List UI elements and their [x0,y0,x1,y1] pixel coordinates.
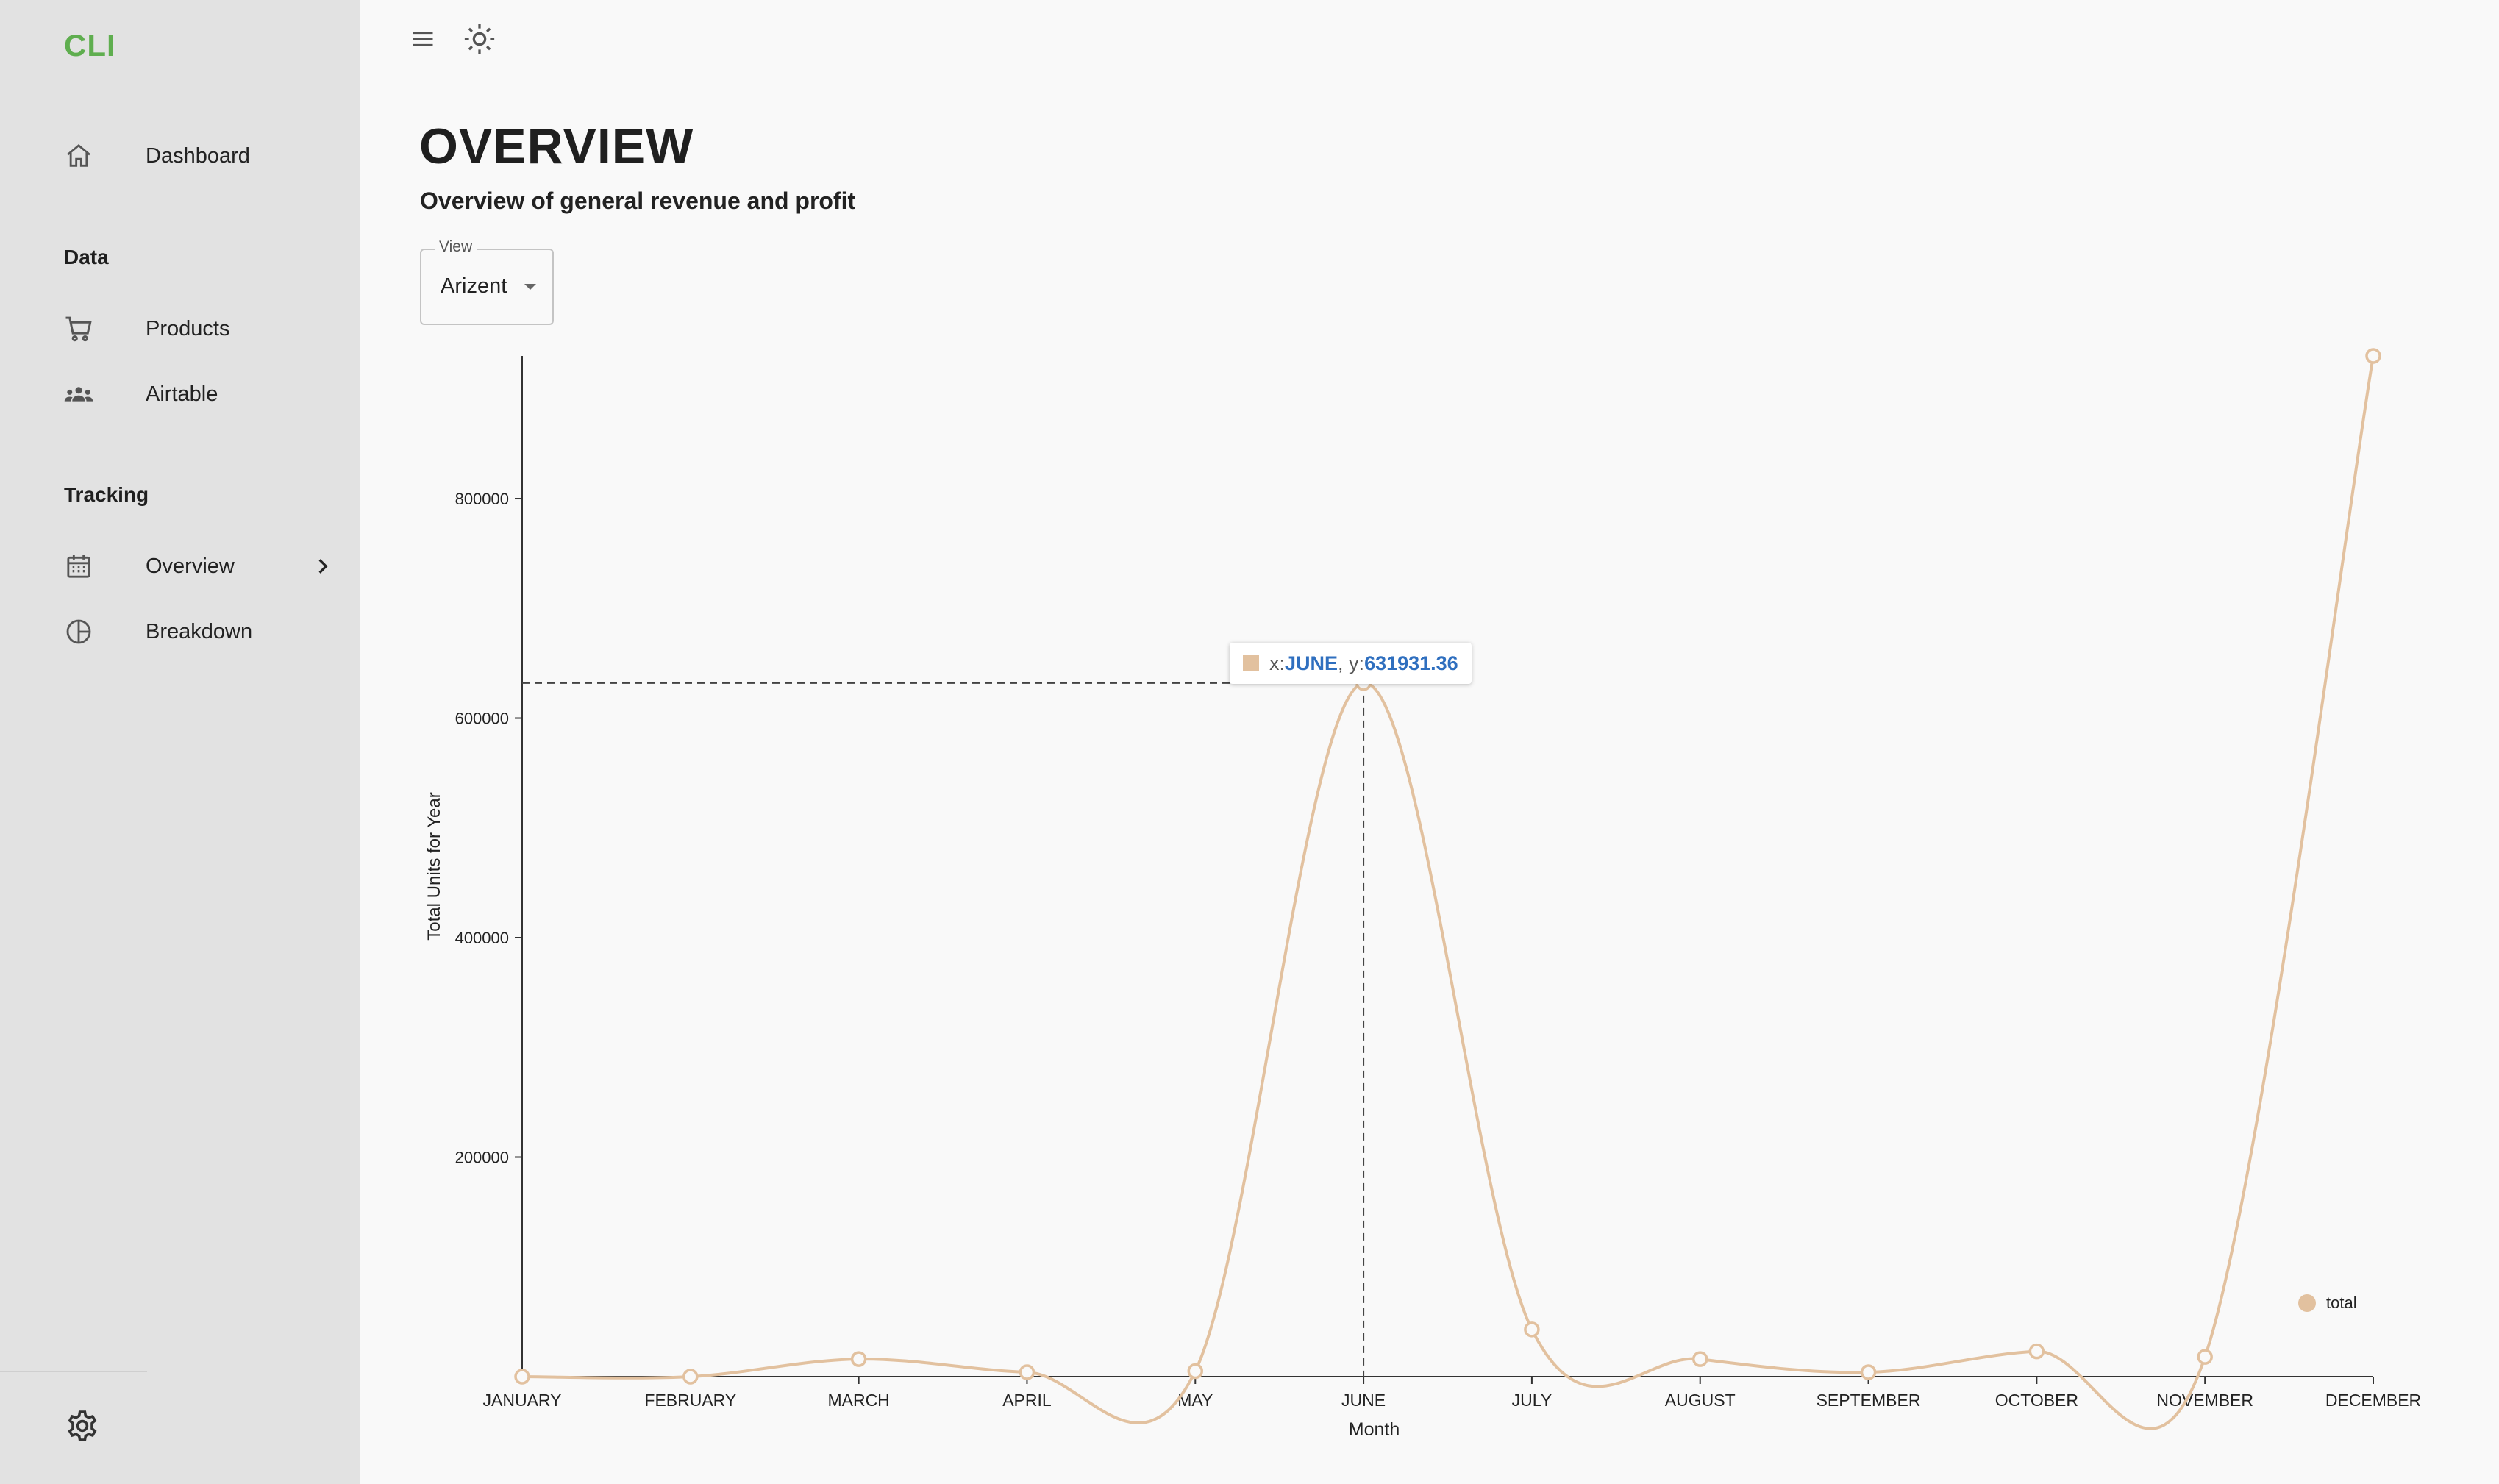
y-tick-label: 200000 [455,1149,509,1167]
data-point[interactable] [1019,1364,1035,1380]
x-tick-label: FEBRUARY [644,1391,736,1410]
groups-icon [63,379,94,410]
data-point[interactable] [1860,1364,1877,1380]
sun-icon [463,22,496,60]
menu-icon [410,26,436,56]
data-point[interactable] [1187,1363,1204,1380]
section-label-tracking: Tracking [64,483,149,506]
x-tick-label: OCTOBER [1995,1391,2078,1410]
tooltip-swatch [1243,655,1259,671]
sidebar-divider [0,1371,147,1372]
chevron-right-icon [313,557,332,576]
data-point[interactable] [514,1369,530,1385]
view-select-label: View [435,238,477,256]
data-point[interactable] [682,1369,699,1385]
tooltip-x-prefix: x: [1269,652,1286,674]
calendar-icon [63,551,94,582]
theme-toggle-button[interactable] [461,22,498,59]
data-point[interactable] [2365,348,2381,364]
menu-button[interactable] [404,22,441,59]
tooltip-separator: , y: [1338,652,1365,674]
x-tick-label: JULY [1512,1391,1552,1410]
x-axis-label: Month [1349,1419,1400,1440]
x-tick-label: JUNE [1341,1391,1386,1410]
y-tick-label: 400000 [455,929,509,947]
x-tick-label: SEPTEMBER [1817,1391,1921,1410]
tooltip-x-value: JUNE [1285,652,1338,674]
sidebar-item-label: Airtable [146,382,218,406]
home-icon [63,140,94,171]
legend-label: total [2326,1294,2357,1312]
section-label-data: Data [64,246,109,268]
y-axis-label: Total Units for Year [424,792,444,940]
page-subtitle: Overview of general revenue and profit [420,188,856,214]
sidebar-item-breakdown[interactable]: Breakdown [0,602,360,661]
x-tick-label: APRIL [1002,1391,1052,1410]
sidebar-item-label: Dashboard [146,143,250,168]
brand-logo[interactable]: CLI [64,28,116,63]
data-point[interactable] [2197,1349,2213,1365]
dropdown-arrow-icon [524,284,536,290]
cart-icon [63,313,94,344]
tooltip-y-value: 631931.36 [1364,652,1458,674]
legend-swatch [2298,1294,2316,1312]
view-select-value: Arizent [441,274,507,298]
data-point[interactable] [850,1351,867,1367]
gear-icon [65,1408,100,1447]
sidebar-item-label: Breakdown [146,619,253,643]
pie-chart-icon [63,616,94,647]
series-line-total [521,355,2375,1430]
page-title: OVERVIEW [419,118,694,174]
sidebar-item-products[interactable]: Products [0,299,360,358]
sidebar-item-overview[interactable]: Overview [0,537,360,596]
y-tick-label: 600000 [455,710,509,728]
y-tick-label: 800000 [455,490,509,508]
x-tick-label: MARCH [827,1391,889,1410]
view-select[interactable]: View Arizent [420,238,554,325]
data-point[interactable] [2028,1343,2045,1360]
x-tick-label: DECEMBER [2325,1391,2421,1410]
x-tick-label: MAY [1177,1391,1213,1410]
data-point[interactable] [1524,1321,1540,1338]
chart-tooltip: x: JUNE , y: 631931.36 [1230,643,1472,684]
sidebar-item-label: Overview [146,554,235,578]
sidebar-item-label: Products [146,316,230,340]
sidebar: CLI Dashboard Data Products Airtable Tra… [0,0,360,1484]
x-tick-label: NOVEMBER [2156,1391,2253,1410]
settings-button[interactable] [63,1408,101,1446]
x-tick-label: AUGUST [1665,1391,1736,1410]
sidebar-item-airtable[interactable]: Airtable [0,365,360,424]
data-point[interactable] [1691,1351,1708,1367]
x-tick-label: JANUARY [483,1391,562,1410]
sidebar-item-dashboard[interactable]: Dashboard [0,126,360,185]
